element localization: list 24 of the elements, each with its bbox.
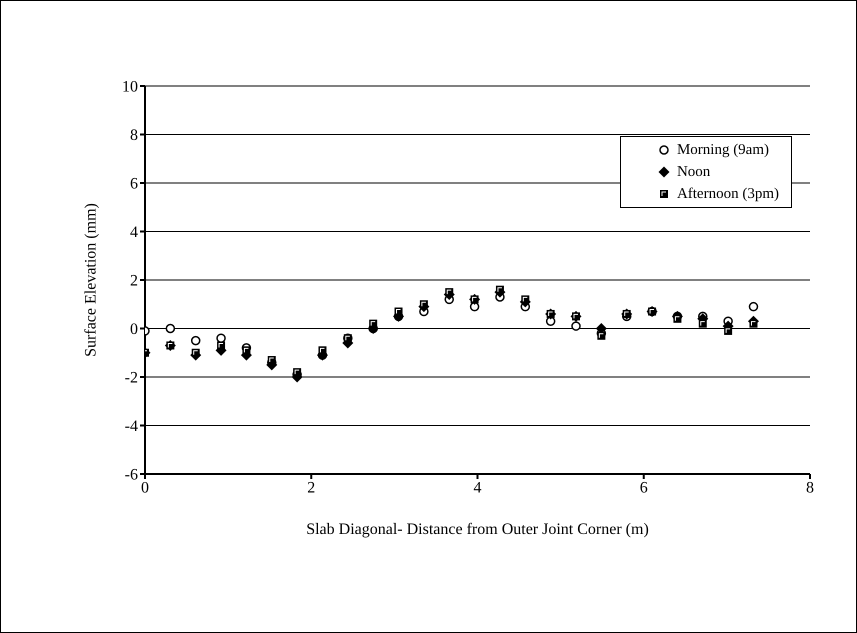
point: [166, 324, 176, 334]
x-tick-label: 6: [640, 479, 648, 496]
y-tick-label: 4: [130, 224, 138, 242]
y-tick-label: 2: [130, 272, 138, 290]
x-tick-label: 8: [806, 479, 814, 496]
y-tick-label: 0: [130, 321, 138, 338]
y-tick-label: -6: [124, 466, 138, 484]
x-tick-label: 4: [474, 479, 482, 496]
legend-label: Noon: [676, 163, 710, 182]
x-tick-label: 2: [307, 479, 316, 496]
point: [216, 333, 226, 343]
point: [571, 321, 581, 331]
legend-label: Afternoon (3pm): [676, 185, 779, 204]
point: [748, 302, 758, 312]
x-axis-title: Slab Diagonal- Distance from Outer Joint Corner (m): [306, 521, 649, 538]
point: [190, 336, 200, 346]
y-axis-title: Surface Elevation (mm): [82, 203, 100, 357]
y-tick-label: 8: [130, 127, 138, 144]
y-tick-label: 10: [122, 78, 138, 96]
legend-label: Morning (9am): [676, 141, 770, 160]
y-tick-label: -4: [124, 418, 138, 436]
x-tick-label: 0: [141, 479, 149, 496]
y-tick-label: -2: [124, 370, 138, 387]
y-tick-label: 6: [130, 176, 138, 193]
